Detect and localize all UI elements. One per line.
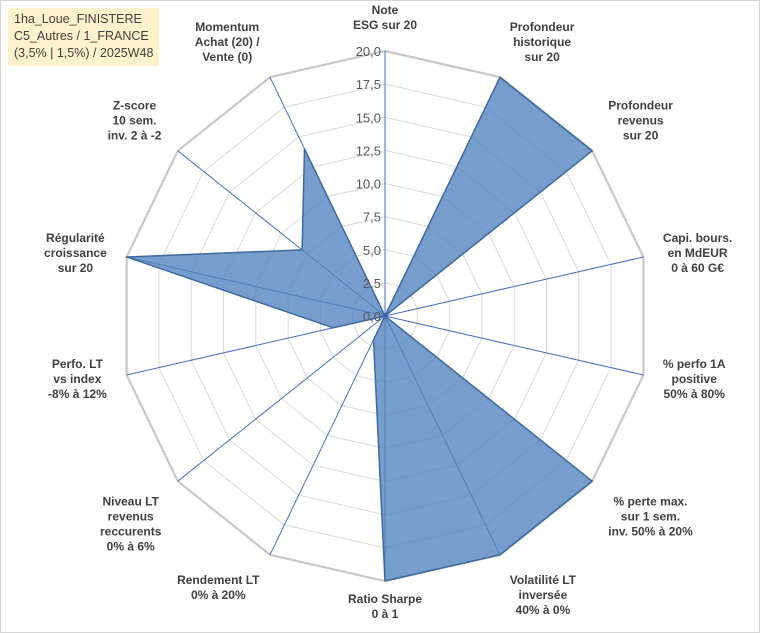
- tick-label-7: 17,5: [356, 77, 381, 92]
- axis-label-10-line-0: Perfo. LT: [52, 357, 104, 371]
- axis-label-0-line-0: Note: [372, 3, 399, 17]
- axis-label-8-line-1: 0% à 20%: [191, 588, 246, 602]
- axis-label-11-line-2: sur 20: [58, 261, 94, 275]
- axis-label-3-line-0: Capi. bours.: [663, 231, 732, 245]
- axis-label-6-line-1: inversée: [519, 588, 568, 602]
- axis-label-8: Rendement LT0% à 20%: [177, 573, 260, 602]
- tick-label-1: 2,5: [363, 276, 381, 291]
- tick-label-2: 5,0: [363, 243, 381, 258]
- axis-label-3-line-1: en MdEUR: [668, 246, 728, 260]
- axis-label-10-line-1: vs index: [53, 372, 101, 386]
- axis-label-9-line-3: 0% à 6%: [107, 539, 155, 553]
- axis-label-12-line-0: Z-score: [113, 99, 157, 113]
- axis-label-5-line-0: % perte max.: [613, 494, 687, 508]
- axis-label-13-line-0: Momentum: [195, 20, 259, 34]
- title-line-2: C5_Autres / 1_FRANCE: [14, 29, 149, 43]
- axis-label-2-line-0: Profondeur: [608, 99, 673, 113]
- axis-label-13-line-2: Vente (0): [202, 50, 252, 64]
- axis-label-13-line-1: Achat (20) /: [195, 35, 260, 49]
- axis-label-1-line-0: Profondeur: [510, 20, 575, 34]
- axis-label-9-line-0: Niveau LT: [102, 494, 159, 508]
- axis-label-7-line-1: 0 à 1: [372, 607, 399, 621]
- tick-label-3: 7,5: [363, 210, 381, 225]
- axis-label-0-line-1: ESG sur 20: [353, 18, 417, 32]
- axis-label-3-line-2: 0 à 60 G€: [671, 261, 724, 275]
- axis-label-4-line-0: % perfo 1A: [663, 357, 726, 371]
- axis-label-4-line-2: 50% à 80%: [664, 387, 726, 401]
- axis-label-5: % perte max.sur 1 sem.inv. 50% à 20%: [608, 494, 693, 538]
- axis-label-11-line-0: Régularité: [46, 231, 105, 245]
- chart-title-box: 1ha_Loue_FINISTERE C5_Autres / 1_FRANCE …: [8, 8, 160, 66]
- axis-label-12-line-1: 10 sem.: [112, 114, 156, 128]
- title-line-1: 1ha_Loue_FINISTERE: [14, 12, 142, 26]
- axis-label-10-line-2: -8% à 12%: [48, 387, 107, 401]
- area-layer: [125, 76, 593, 582]
- tick-label-6: 15,0: [356, 110, 381, 125]
- axis-spoke-3: [384, 256, 644, 317]
- data-area: [125, 76, 593, 582]
- axis-label-11-line-1: croissance: [44, 246, 107, 260]
- axis-label-4-line-1: positive: [672, 372, 718, 386]
- axis-label-5-line-2: inv. 50% à 20%: [608, 524, 693, 538]
- axis-label-6-line-0: Volatilité LT: [510, 573, 577, 587]
- tick-label-4: 10,0: [356, 177, 381, 192]
- axis-spoke-9: [177, 315, 386, 482]
- axis-spoke-4: [384, 315, 644, 376]
- axis-label-5-line-1: sur 1 sem.: [621, 509, 680, 523]
- axis-label-9-line-2: reccurents: [100, 524, 162, 538]
- axis-label-8-line-0: Rendement LT: [177, 573, 260, 587]
- tick-label-5: 12,5: [356, 143, 381, 158]
- title-line-3: (3,5% | 1,5%) / 2025W48: [14, 46, 154, 60]
- axis-label-12-line-2: inv. 2 à -2: [108, 129, 162, 143]
- tick-label-8: 20,0: [356, 44, 381, 59]
- axis-label-2-line-1: revenus: [618, 114, 664, 128]
- axis-label-7-line-0: Ratio Sharpe: [348, 592, 422, 606]
- axis-label-9-line-1: revenus: [108, 509, 154, 523]
- axis-label-1-line-2: sur 20: [524, 50, 560, 64]
- axis-label-1-line-1: historique: [513, 35, 571, 49]
- axis-label-2-line-2: sur 20: [623, 129, 659, 143]
- tick-label-0: 0,0: [363, 309, 381, 324]
- axis-spoke-8: [269, 315, 386, 556]
- axis-label-6-line-2: 40% à 0%: [516, 603, 571, 617]
- tick-layer: 0,0 2,5 5,0 7,5 10,0 12,5 15,0 17,5 20,0: [356, 44, 381, 324]
